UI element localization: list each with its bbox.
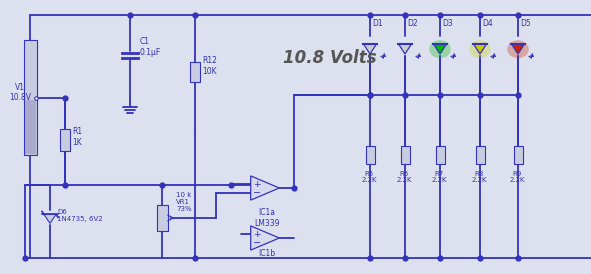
Text: 2.2K: 2.2K	[471, 177, 487, 183]
Text: R7: R7	[434, 171, 444, 177]
Bar	[157, 205, 167, 231]
Text: D6
1N4735, 6V2: D6 1N4735, 6V2	[57, 210, 103, 222]
Text: V1
10.8V: V1 10.8V	[9, 83, 31, 102]
Text: R9: R9	[512, 171, 522, 177]
Ellipse shape	[507, 40, 529, 58]
Text: D3: D3	[442, 19, 453, 27]
Bar	[190, 62, 200, 82]
Text: D2: D2	[407, 19, 418, 27]
Text: −: −	[252, 238, 261, 248]
Polygon shape	[251, 176, 280, 200]
Polygon shape	[44, 214, 56, 223]
Bar	[24, 99, 35, 154]
Text: 2.2K: 2.2K	[396, 177, 412, 183]
Bar	[436, 146, 444, 164]
Bar	[60, 129, 70, 151]
Text: IC1a
LM339: IC1a LM339	[254, 208, 280, 228]
Text: −: −	[252, 188, 261, 198]
Bar	[401, 146, 410, 164]
Text: +: +	[253, 179, 261, 189]
Polygon shape	[398, 44, 411, 54]
Polygon shape	[363, 44, 376, 54]
Bar	[365, 146, 375, 164]
Text: R1
1K: R1 1K	[72, 127, 82, 147]
Bar	[514, 146, 522, 164]
Text: 2.2K: 2.2K	[361, 177, 376, 183]
Text: R6: R6	[400, 171, 408, 177]
Text: 2.2K: 2.2K	[431, 177, 447, 183]
Text: R12
10K: R12 10K	[202, 56, 217, 76]
Polygon shape	[433, 44, 447, 54]
Text: R5: R5	[365, 171, 374, 177]
Polygon shape	[251, 226, 280, 250]
Polygon shape	[473, 44, 486, 54]
Text: R8: R8	[475, 171, 483, 177]
Bar	[24, 40, 37, 155]
Ellipse shape	[469, 40, 491, 58]
Text: C1
0.1μF: C1 0.1μF	[140, 37, 161, 57]
Ellipse shape	[429, 40, 451, 58]
Text: D5: D5	[520, 19, 531, 27]
Bar	[476, 146, 485, 164]
Text: 2.2K: 2.2K	[509, 177, 525, 183]
Text: 10.8 Volts: 10.8 Volts	[283, 49, 377, 67]
Text: 10 k
VR1
73%: 10 k VR1 73%	[176, 192, 191, 212]
Text: D4: D4	[482, 19, 493, 27]
Polygon shape	[511, 44, 525, 54]
Text: D1: D1	[372, 19, 382, 27]
Text: IC1b: IC1b	[258, 250, 275, 258]
Text: +: +	[253, 230, 261, 239]
